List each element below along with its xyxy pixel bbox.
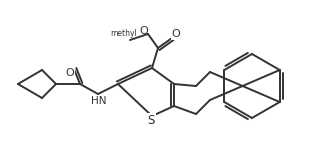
Text: O: O: [172, 29, 180, 39]
Text: S: S: [147, 115, 155, 127]
Text: methyl: methyl: [111, 29, 137, 39]
Text: O: O: [65, 68, 74, 78]
Text: O: O: [140, 26, 148, 36]
Text: HN: HN: [91, 96, 107, 106]
